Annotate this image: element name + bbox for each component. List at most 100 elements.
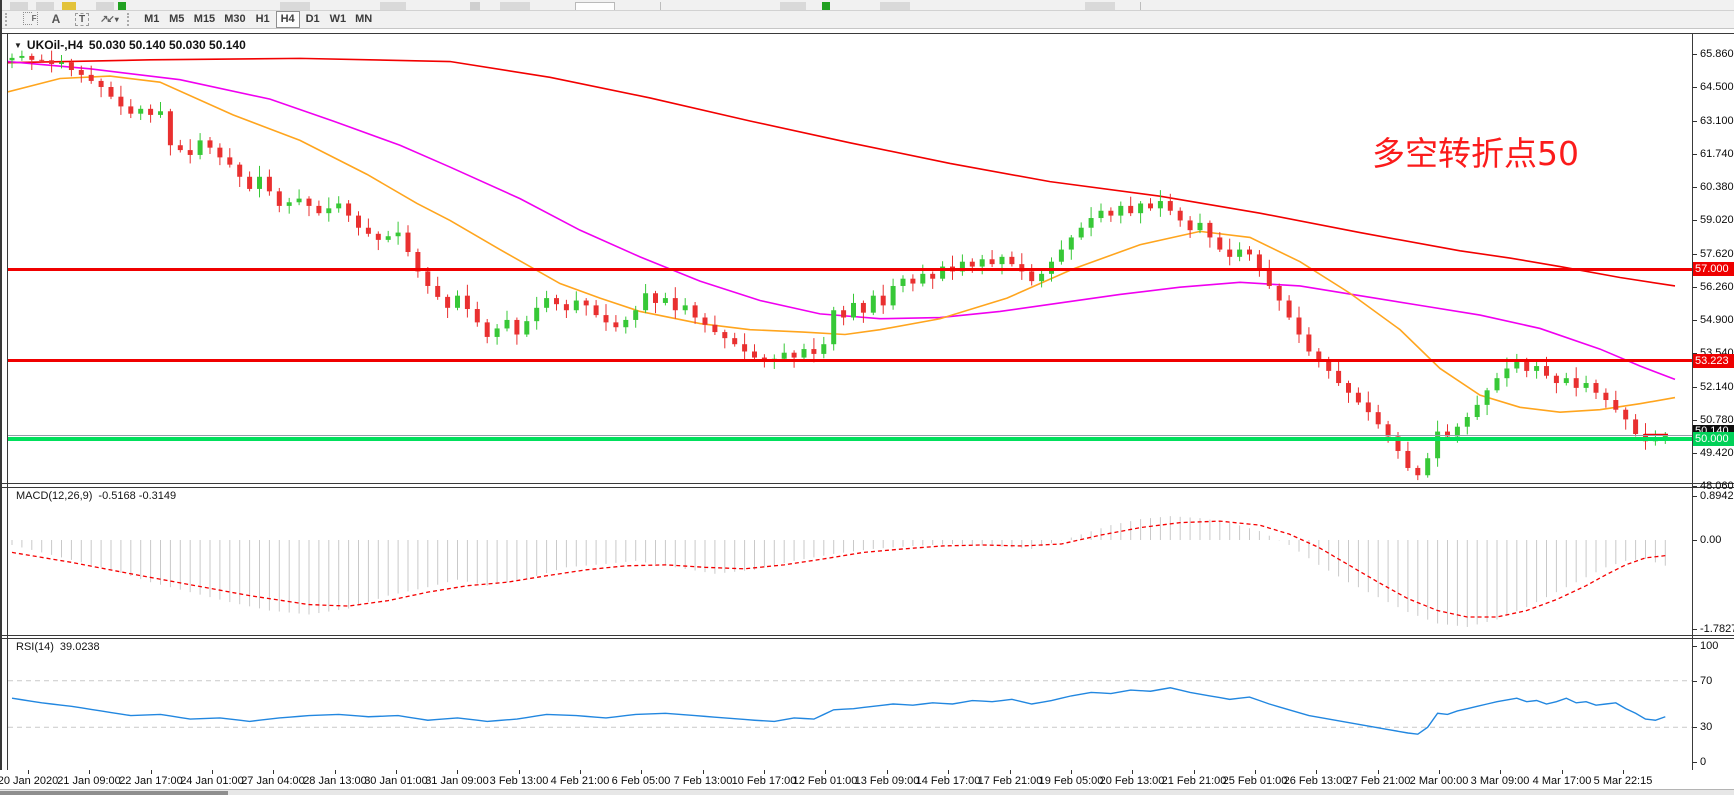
- main-panel-bottom-border: [0, 483, 1734, 484]
- time-tick: [641, 770, 642, 774]
- timeframe-button-mn[interactable]: MN: [351, 11, 376, 28]
- time-tick: [273, 770, 274, 774]
- macd-plot[interactable]: [8, 487, 1692, 635]
- time-axis[interactable]: 20 Jan 2020 21 Jan 09:00 22 Jan 17:00 24 Ja…: [0, 770, 1734, 789]
- time-tick: [1010, 770, 1011, 774]
- time-tick-label: 4 Mar 17:00: [1532, 775, 1592, 787]
- rsi-tick: [1692, 727, 1697, 728]
- time-tick: [825, 770, 826, 774]
- time-tick-label: 20 Jan 2020: [0, 775, 59, 787]
- time-tick: [212, 770, 213, 774]
- time-tick: [151, 770, 152, 774]
- rsi-tick-label: 30: [1700, 721, 1713, 733]
- arrow-objects-button[interactable]: ↗↙ ▾: [96, 11, 123, 28]
- price-tick: [1692, 420, 1697, 421]
- macd-panel-bottom-border: [0, 635, 1734, 636]
- clipped-icon: [96, 2, 114, 10]
- fibonacci-tool-button[interactable]: F: [18, 11, 42, 28]
- macd-tick: [1692, 629, 1697, 630]
- price-tick-label: 59.020: [1700, 214, 1734, 226]
- text-label-icon: T: [74, 13, 90, 26]
- price-tick-label: 65.860: [1700, 48, 1734, 60]
- clipped-icon: [780, 2, 806, 10]
- timeframe-button-m1[interactable]: M1: [140, 11, 164, 28]
- macd-tick-label: -1.7827: [1700, 623, 1734, 635]
- clipped-icon: [1085, 2, 1115, 10]
- time-tick: [1378, 770, 1379, 774]
- toolbar-drag-handle[interactable]: [5, 13, 12, 26]
- timeframe-group: M1 M5 M15 M30 H1 H4 D1 W1 MN: [140, 11, 376, 28]
- price-tick: [1692, 54, 1697, 55]
- time-tick-label: 26 Feb 13:00: [1283, 775, 1349, 787]
- time-tick: [1562, 770, 1563, 774]
- main-panel-top-border: [0, 33, 1734, 34]
- clipped-icon: [822, 2, 830, 10]
- toolbar-drag-handle[interactable]: [126, 13, 134, 26]
- time-tick: [1255, 770, 1256, 774]
- candlestick-plot[interactable]: [8, 33, 1692, 483]
- price-scale-border: [1692, 33, 1693, 770]
- window-left-border: [0, 0, 2, 795]
- time-tick-label: 19 Feb 05:00: [1038, 775, 1104, 787]
- price-tick: [1692, 453, 1697, 454]
- collapse-triangle-icon[interactable]: ▼: [14, 41, 22, 50]
- clipped-icon: [36, 2, 54, 10]
- fast-ma-line: [8, 75, 1676, 413]
- font-tool-button[interactable]: A: [44, 11, 68, 28]
- timeframe-button-d1[interactable]: D1: [301, 11, 325, 28]
- time-tick-label: 2 Mar 00:00: [1409, 775, 1469, 787]
- price-tick: [1692, 87, 1697, 88]
- rsi-value: 39.0238: [59, 641, 100, 653]
- arrows-icon: ↗↙: [100, 14, 115, 25]
- horizontal-line-53.223[interactable]: [8, 359, 1692, 363]
- symbol-ohlc-text: UKOil-,H4 50.030 50.140 50.030 50.140: [26, 38, 246, 52]
- price-tick-label: 56.260: [1700, 281, 1734, 293]
- slow-ma-line: [8, 57, 1676, 287]
- time-tick: [457, 770, 458, 774]
- clipped-icon: [880, 2, 910, 10]
- rsi-indicator-label: RSI(14) 39.0238: [16, 641, 100, 653]
- time-tick-label: 21 Jan 09:00: [57, 775, 121, 787]
- time-tick-label: 5 Mar 22:15: [1593, 775, 1653, 787]
- price-tick: [1692, 121, 1697, 122]
- time-tick: [89, 770, 90, 774]
- time-tick-label: 24 Jan 01:00: [180, 775, 244, 787]
- macd-tick: [1692, 540, 1697, 541]
- timeframe-button-m5[interactable]: M5: [165, 11, 189, 28]
- plot-left-border: [7, 33, 8, 770]
- time-tick: [703, 770, 704, 774]
- time-tick-label: 25 Feb 01:00: [1222, 775, 1288, 787]
- price-tick: [1692, 187, 1697, 188]
- clipped-icon: [660, 2, 661, 10]
- price-tick: [1692, 320, 1697, 321]
- timeframe-button-h1[interactable]: H1: [251, 11, 275, 28]
- text-label-tool-button[interactable]: T: [70, 11, 94, 28]
- horizontal-line-57[interactable]: [8, 267, 1692, 271]
- time-tick-label: 27 Jan 04:00: [241, 775, 305, 787]
- clipped-icon: [1140, 2, 1141, 10]
- timeframe-button-h4[interactable]: H4: [275, 11, 300, 28]
- price-tick: [1692, 154, 1697, 155]
- price-tick-label: 54.900: [1700, 314, 1734, 326]
- timeframe-button-m15[interactable]: M15: [190, 11, 219, 28]
- horizontal-line-50[interactable]: [8, 436, 1692, 441]
- clipped-icon: [118, 2, 126, 10]
- timeframe-button-w1[interactable]: W1: [326, 11, 351, 28]
- time-tick-label: 4 Feb 21:00: [550, 775, 610, 787]
- time-tick: [1316, 770, 1317, 774]
- medium-ma-line: [8, 60, 1676, 381]
- macd-signal-value: -0.3149: [138, 490, 177, 502]
- rsi-panel-top-border: [0, 638, 1734, 639]
- chart-annotation-text[interactable]: 多空转折点50: [1372, 134, 1579, 173]
- scrollbar-thumb[interactable]: [0, 791, 228, 795]
- time-tick-label: 6 Feb 05:00: [611, 775, 671, 787]
- rsi-plot[interactable]: [8, 638, 1692, 770]
- price-badge-57.000: 57.000: [1693, 262, 1734, 276]
- macd-tick: [1692, 496, 1697, 497]
- time-tick: [1071, 770, 1072, 774]
- time-tick-label: 10 Feb 17:00: [731, 775, 797, 787]
- macd-value: -0.5168: [98, 490, 136, 502]
- timeframe-button-m30[interactable]: M30: [220, 11, 249, 28]
- macd-tick-label: 0.8942: [1700, 490, 1734, 502]
- price-tick-label: 52.140: [1700, 381, 1734, 393]
